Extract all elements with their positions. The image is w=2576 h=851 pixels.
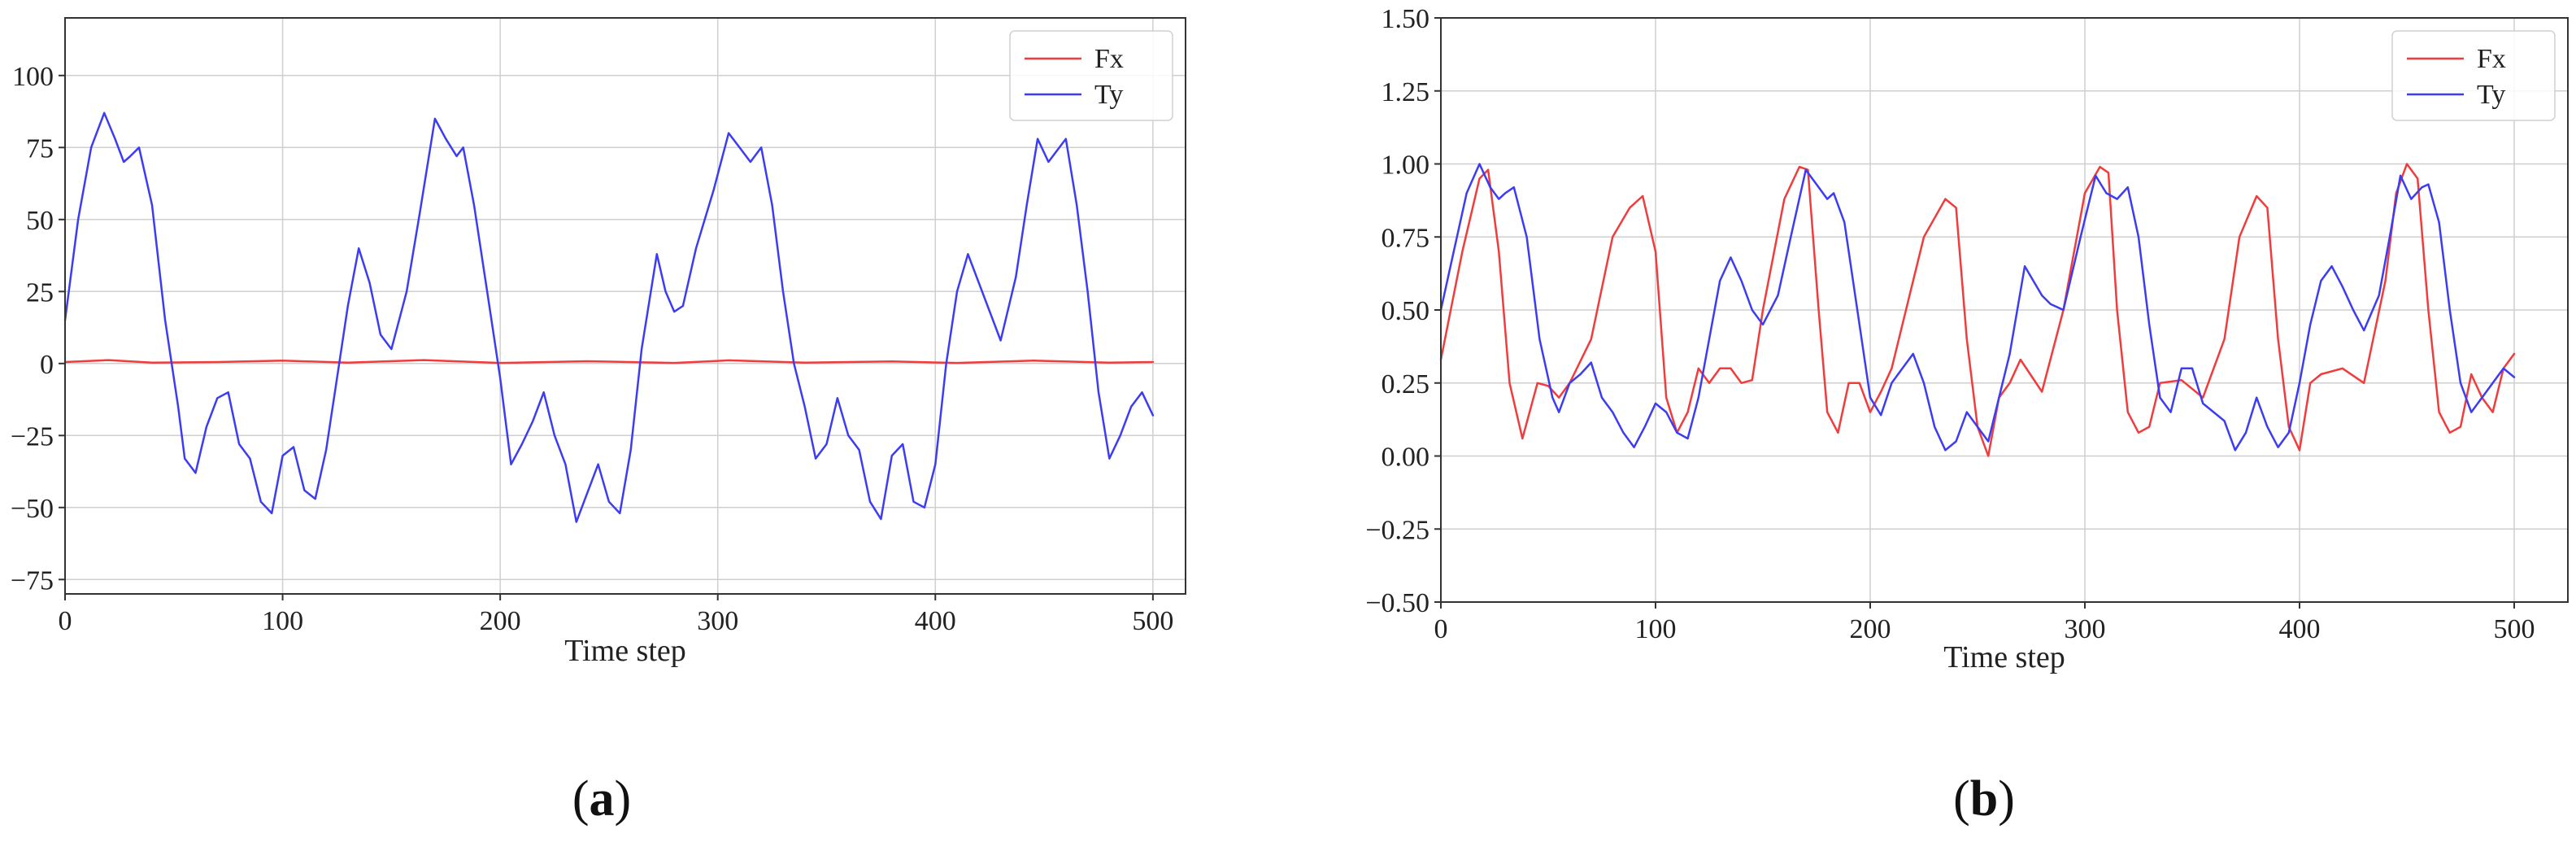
y-ticks-b: −0.50 −0.25 0.00 0.25 0.50 0.75 1.00 1.25 1.50 <box>1365 4 1441 618</box>
x-tick-label: 400 <box>915 606 956 636</box>
legend-label-ty: Ty <box>2477 80 2505 110</box>
x-tick-label: 500 <box>1132 606 1173 636</box>
y-tick-label: −25 <box>11 421 54 452</box>
legend-box <box>2391 30 2556 121</box>
legend-label-ty: Ty <box>1094 80 1123 110</box>
x-axis-label-a: Time step <box>564 634 686 668</box>
y-tick-label: 0.75 <box>1382 223 1430 253</box>
y-tick-label: 0.00 <box>1382 443 1430 473</box>
plot-frame-a <box>64 17 1186 595</box>
x-tick-label: 0 <box>59 606 72 636</box>
y-tick-label: −75 <box>11 565 54 596</box>
y-tick-label: 0.25 <box>1382 369 1430 399</box>
panel-letter-a: a <box>590 771 615 827</box>
y-tick-label: 75 <box>26 133 54 164</box>
x-tick-label: 300 <box>2065 614 2106 644</box>
legend-a: Fx Ty <box>1009 30 1173 121</box>
legend-label-fx: Fx <box>1094 44 1124 74</box>
chart-panel-a: 0 100 200 300 400 500 −75 −50 −25 0 25 50 75 100 Tim… <box>11 17 1186 827</box>
y-tick-label: −50 <box>11 494 54 524</box>
x-ticks-b: 0 100 200 300 400 500 <box>1434 602 2535 644</box>
panel-label-b: (b) <box>1953 771 2015 827</box>
legend-box <box>1009 30 1173 121</box>
y-tick-label: −0.25 <box>1365 515 1429 545</box>
y-tick-label: 50 <box>26 206 54 236</box>
panel-label-a: (a) <box>572 771 631 827</box>
y-tick-label: 1.00 <box>1382 151 1430 181</box>
x-tick-label: 100 <box>1635 614 1677 644</box>
x-tick-label: 100 <box>262 606 303 636</box>
x-axis-label-b: Time step <box>1943 640 2065 674</box>
x-tick-label: 300 <box>697 606 738 636</box>
x-tick-label: 0 <box>1434 614 1448 644</box>
x-tick-label: 400 <box>2279 614 2321 644</box>
x-ticks-a: 0 100 200 300 400 500 <box>59 594 1173 636</box>
x-tick-label: 200 <box>480 606 521 636</box>
y-tick-label: 100 <box>12 62 54 92</box>
legend-b: Fx Ty <box>2391 30 2556 121</box>
y-tick-label: 25 <box>26 277 54 308</box>
series-line-ty <box>63 111 1155 523</box>
y-ticks-a: −75 −50 −25 0 25 50 75 100 <box>11 62 65 596</box>
series-lines-a <box>63 111 1155 523</box>
series-lines-b <box>1439 163 2516 457</box>
series-line-fx <box>1439 163 2516 457</box>
y-tick-label: −0.50 <box>1365 588 1429 618</box>
series-line-ty <box>1439 163 2516 452</box>
y-tick-label: 1.25 <box>1382 77 1430 107</box>
legend-label-fx: Fx <box>2477 44 2506 74</box>
x-tick-label: 200 <box>1850 614 1891 644</box>
series-line-fx <box>63 359 1155 364</box>
panel-letter-b: b <box>1970 771 1998 827</box>
y-tick-label: 1.50 <box>1382 4 1430 34</box>
y-tick-label: 0.50 <box>1382 296 1430 326</box>
y-tick-label: 0 <box>40 350 54 380</box>
chart-panel-b: 0 100 200 300 400 500 −0.50 −0.25 0.00 0.25 0.50 0… <box>1365 4 2569 827</box>
x-tick-label: 500 <box>2494 614 2535 644</box>
